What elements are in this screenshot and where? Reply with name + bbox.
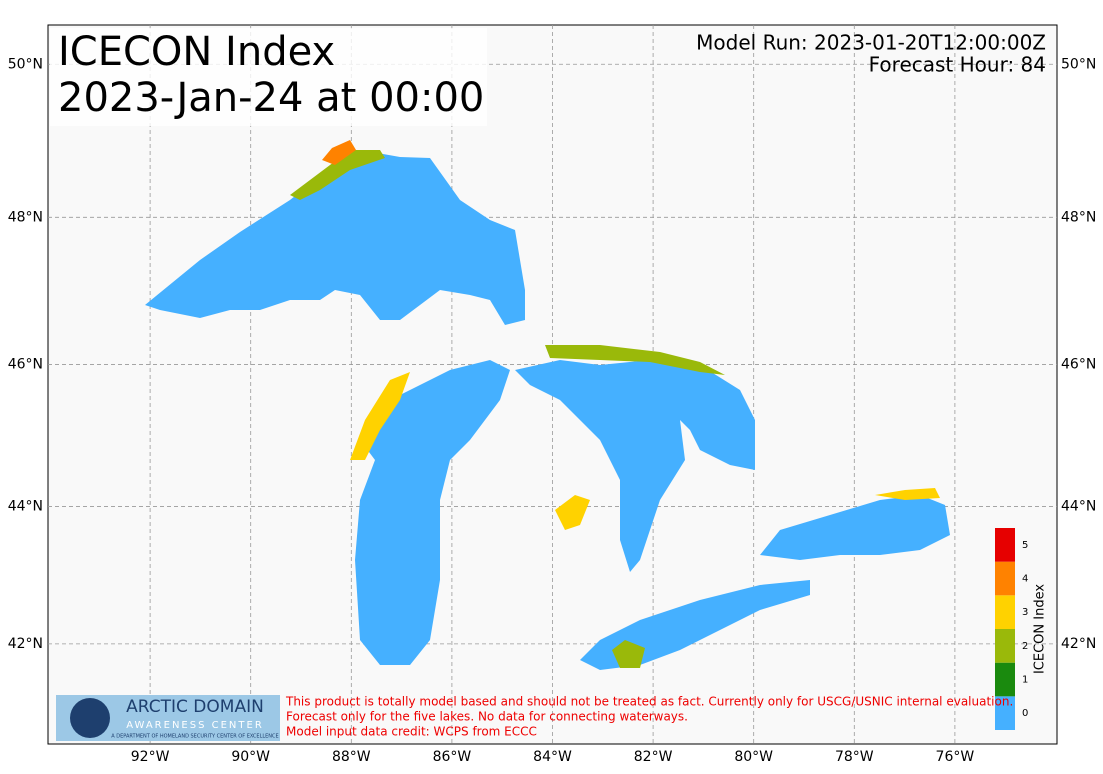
colorbar-cell [995,696,1015,730]
model-run: Model Run: 2023-01-20T12:00:00Z [696,31,1046,55]
lon-tick-label: 80°W [734,749,773,765]
colorbar-cell [995,629,1015,663]
disclaimer: Model input data credit: WCPS from ECCC [286,725,537,739]
title: 2023-Jan-24 at 00:00 [58,75,484,121]
ice-fringe [290,150,385,200]
lat-tick-label: 44°N [1061,499,1096,515]
lat-tick-label: 50°N [8,56,43,72]
lat-tick-label: 46°N [1061,357,1096,373]
lat-tick-label: 42°N [1061,636,1096,652]
disclaimer: This product is totally model based and … [285,695,1013,709]
forecast-hour: Forecast Hour: 84 [869,53,1046,77]
title: ICECON Index [58,29,335,75]
lon-tick-label: 78°W [835,749,874,765]
ice-fringe [350,372,410,460]
colorbar-cell [995,662,1015,697]
logo-globe [70,698,110,738]
colorbar-tick-label: 3 [1022,607,1028,618]
colorbar-tick-label: 2 [1022,641,1028,652]
logo-name: ARCTIC DOMAIN [126,697,264,717]
title-box [50,28,487,126]
lat-tick-label: 42°N [8,636,43,652]
lake-ontario [760,495,950,560]
lon-tick-label: 82°W [634,749,673,765]
lat-tick-label: 48°N [8,209,43,225]
lake-superior [145,150,525,325]
lat-tick-label: 46°N [8,357,43,373]
lake-michigan [355,360,510,665]
colorbar-cell [995,528,1015,562]
lat-tick-label: 48°N [1061,209,1096,225]
lat-tick-label: 50°N [1061,56,1096,72]
ice-fringe [612,640,645,668]
colorbar-cell [995,595,1015,629]
logo-subtitle: AWARENESS CENTER [126,720,264,731]
colorbar-tick-label: 5 [1022,540,1028,551]
ice-fringe [322,140,356,165]
ice-fringe [875,488,940,500]
lakes [145,140,950,670]
logo-tagline: A DEPARTMENT OF HOMELAND SECURITY CENTER… [111,734,278,740]
colorbar-tick-label: 0 [1022,708,1028,719]
ice-fringe [545,345,725,375]
lon-tick-label: 86°W [433,749,472,765]
lon-tick-label: 76°W [936,749,975,765]
lat-tick-label: 44°N [8,499,43,515]
lake-huron [515,360,755,572]
colorbar-label: ICECON Index [1033,584,1048,674]
disclaimer: Forecast only for the five lakes. No dat… [286,710,688,724]
lon-tick-label: 92°W [131,749,170,765]
ice-fringe [555,495,590,530]
colorbar-tick-label: 1 [1022,675,1028,686]
lon-tick-label: 88°W [332,749,371,765]
colorbar-cell [995,561,1015,596]
lon-tick-label: 84°W [533,749,572,765]
lon-tick-label: 90°W [231,749,270,765]
colorbar-tick-label: 4 [1022,574,1028,585]
